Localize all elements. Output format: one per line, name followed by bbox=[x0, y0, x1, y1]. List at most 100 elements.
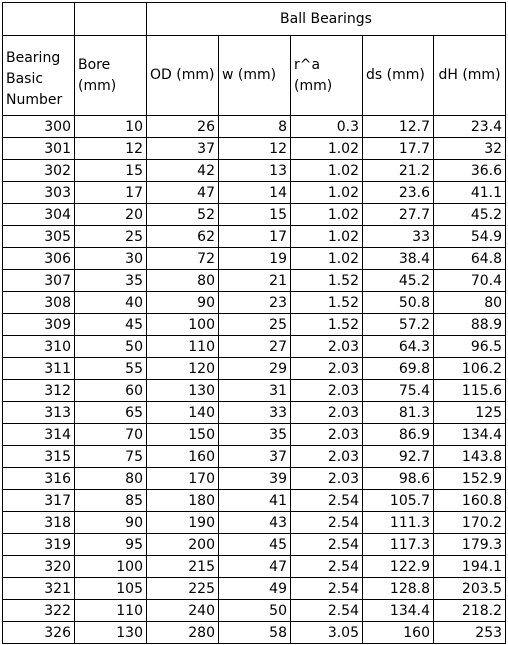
cell-w: 43 bbox=[218, 511, 291, 534]
table-row: 322 110 240 50 2.54 134.4 218.2 bbox=[2, 599, 507, 622]
cell-ds: 57.2 bbox=[362, 313, 434, 336]
cell-w: 45 bbox=[218, 533, 291, 556]
empty-header-cell bbox=[2, 2, 75, 36]
cell-dh: 170.2 bbox=[432, 511, 507, 534]
cell-ra: 2.03 bbox=[290, 467, 363, 490]
cell-ra: 2.54 bbox=[290, 489, 363, 512]
cell-dh: 152.9 bbox=[432, 467, 507, 490]
cell-bore: 15 bbox=[74, 159, 147, 182]
column-header-od: OD (mm) bbox=[146, 35, 219, 116]
cell-od: 62 bbox=[146, 225, 219, 248]
table-row: 308 40 90 23 1.52 50.8 80 bbox=[2, 291, 507, 314]
cell-ds: 86.9 bbox=[362, 423, 434, 446]
cell-ds: 81.3 bbox=[362, 401, 434, 424]
table-row: 304 20 52 15 1.02 27.7 45.2 bbox=[2, 203, 507, 226]
cell-ra: 1.02 bbox=[290, 181, 363, 204]
table-row: 321 105 225 49 2.54 128.8 203.5 bbox=[2, 577, 507, 600]
cell-w: 8 bbox=[218, 115, 291, 138]
cell-ds: 33 bbox=[362, 225, 434, 248]
table-row: 307 35 80 21 1.52 45.2 70.4 bbox=[2, 269, 507, 292]
cell-ra: 1.02 bbox=[290, 159, 363, 182]
cell-bore: 45 bbox=[74, 313, 147, 336]
cell-bearing-number: 305 bbox=[2, 225, 75, 248]
cell-ra: 2.03 bbox=[290, 445, 363, 468]
column-header-bore: Bore (mm) bbox=[74, 35, 147, 116]
cell-ds: 50.8 bbox=[362, 291, 434, 314]
cell-dh: 143.8 bbox=[432, 445, 507, 468]
cell-dh: 32 bbox=[432, 137, 507, 160]
cell-ds: 64.3 bbox=[362, 335, 434, 358]
cell-bore: 20 bbox=[74, 203, 147, 226]
cell-dh: 125 bbox=[432, 401, 507, 424]
table-row: 300 10 26 8 0.3 12.7 23.4 bbox=[2, 115, 507, 138]
cell-ra: 1.02 bbox=[290, 247, 363, 270]
cell-dh: 45.2 bbox=[432, 203, 507, 226]
cell-ra: 1.02 bbox=[290, 225, 363, 248]
cell-bore: 105 bbox=[74, 577, 147, 600]
cell-ra: 1.02 bbox=[290, 137, 363, 160]
empty-header-cell bbox=[74, 2, 147, 36]
cell-dh: 54.9 bbox=[432, 225, 507, 248]
cell-w: 25 bbox=[218, 313, 291, 336]
cell-ds: 45.2 bbox=[362, 269, 434, 292]
cell-ds: 105.7 bbox=[362, 489, 434, 512]
cell-w: 35 bbox=[218, 423, 291, 446]
table-row: 309 45 100 25 1.52 57.2 88.9 bbox=[2, 313, 507, 336]
cell-dh: 70.4 bbox=[432, 269, 507, 292]
cell-od: 225 bbox=[146, 577, 219, 600]
column-header-ds: ds (mm) bbox=[362, 35, 434, 116]
column-header-w: w (mm) bbox=[218, 35, 291, 116]
cell-bore: 60 bbox=[74, 379, 147, 402]
cell-bore: 55 bbox=[74, 357, 147, 380]
cell-bearing-number: 319 bbox=[2, 533, 75, 556]
cell-bearing-number: 308 bbox=[2, 291, 75, 314]
cell-od: 240 bbox=[146, 599, 219, 622]
cell-ra: 1.02 bbox=[290, 203, 363, 226]
cell-bearing-number: 316 bbox=[2, 467, 75, 490]
cell-od: 150 bbox=[146, 423, 219, 446]
cell-od: 100 bbox=[146, 313, 219, 336]
cell-bore: 95 bbox=[74, 533, 147, 556]
cell-bearing-number: 326 bbox=[2, 621, 75, 644]
cell-bore: 85 bbox=[74, 489, 147, 512]
cell-bore: 25 bbox=[74, 225, 147, 248]
table-row: 315 75 160 37 2.03 92.7 143.8 bbox=[2, 445, 507, 468]
cell-dh: 36.6 bbox=[432, 159, 507, 182]
cell-w: 31 bbox=[218, 379, 291, 402]
cell-w: 19 bbox=[218, 247, 291, 270]
column-header-bearing-number: Bearing Basic Number bbox=[2, 35, 75, 116]
cell-od: 90 bbox=[146, 291, 219, 314]
cell-w: 17 bbox=[218, 225, 291, 248]
cell-bearing-number: 300 bbox=[2, 115, 75, 138]
cell-od: 26 bbox=[146, 115, 219, 138]
cell-ds: 27.7 bbox=[362, 203, 434, 226]
cell-w: 37 bbox=[218, 445, 291, 468]
table-row: 302 15 42 13 1.02 21.2 36.6 bbox=[2, 159, 507, 182]
cell-bore: 110 bbox=[74, 599, 147, 622]
cell-ds: 38.4 bbox=[362, 247, 434, 270]
cell-od: 190 bbox=[146, 511, 219, 534]
cell-bearing-number: 311 bbox=[2, 357, 75, 380]
cell-bore: 35 bbox=[74, 269, 147, 292]
cell-ds: 98.6 bbox=[362, 467, 434, 490]
cell-w: 27 bbox=[218, 335, 291, 358]
cell-od: 80 bbox=[146, 269, 219, 292]
cell-dh: 96.5 bbox=[432, 335, 507, 358]
cell-bore: 50 bbox=[74, 335, 147, 358]
cell-od: 42 bbox=[146, 159, 219, 182]
cell-bearing-number: 318 bbox=[2, 511, 75, 534]
cell-dh: 64.8 bbox=[432, 247, 507, 270]
cell-ra: 2.54 bbox=[290, 599, 363, 622]
cell-ra: 2.03 bbox=[290, 335, 363, 358]
cell-ds: 111.3 bbox=[362, 511, 434, 534]
table-row: 305 25 62 17 1.02 33 54.9 bbox=[2, 225, 507, 248]
cell-od: 130 bbox=[146, 379, 219, 402]
cell-bore: 100 bbox=[74, 555, 147, 578]
cell-bore: 130 bbox=[74, 621, 147, 644]
cell-w: 33 bbox=[218, 401, 291, 424]
cell-ds: 160 bbox=[362, 621, 434, 644]
cell-bearing-number: 315 bbox=[2, 445, 75, 468]
table-body: 300 10 26 8 0.3 12.7 23.4 301 12 37 12 1.02 17.7 32 30… bbox=[2, 115, 507, 644]
cell-ra: 2.03 bbox=[290, 357, 363, 380]
cell-bearing-number: 313 bbox=[2, 401, 75, 424]
